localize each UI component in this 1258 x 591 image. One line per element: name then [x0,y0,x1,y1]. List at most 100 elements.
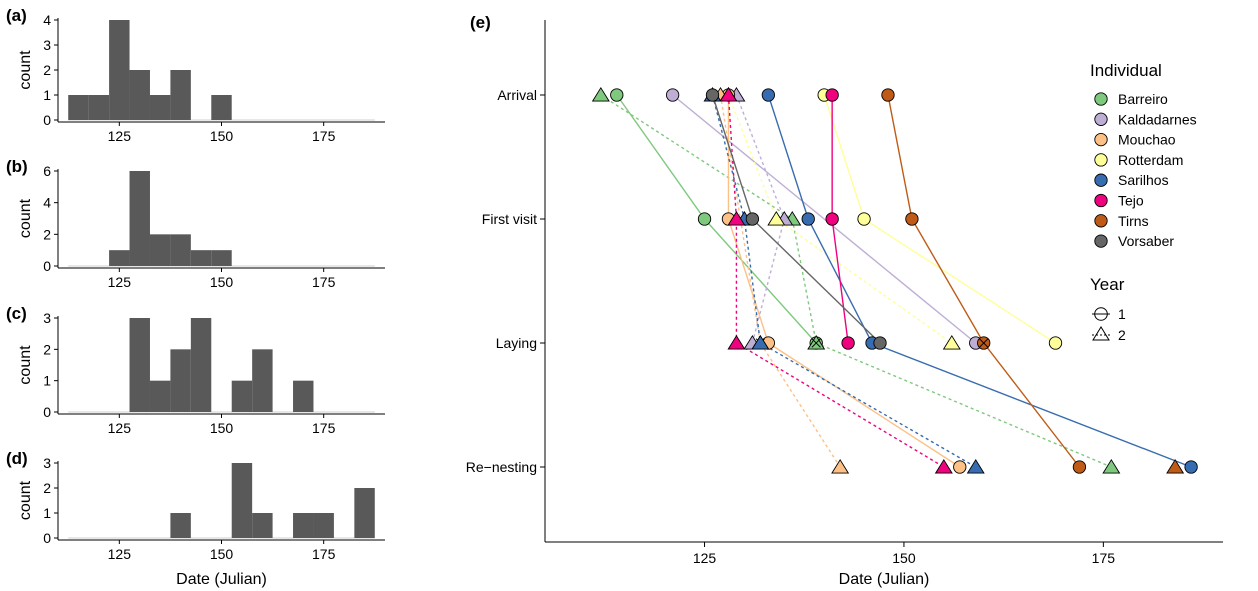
data-point [857,212,871,226]
data-point [841,336,855,350]
y-tick-label: 0 [43,404,51,420]
data-point [801,212,815,226]
x-tick-label: 175 [312,546,336,562]
y-tick-label: First visit [482,211,537,227]
data-point [1072,460,1087,474]
legend-label: Tejo [1118,193,1144,209]
histogram-bar [190,318,212,412]
data-point [697,212,712,226]
histogram-bar [231,380,253,412]
y-tick-label: Arrival [497,87,537,103]
x-tick-label: 150 [210,274,234,290]
histogram-bar [109,250,130,266]
legend-key [1094,132,1108,147]
data-point [705,88,720,102]
y-axis-title: count [17,50,34,90]
x-tick-label: 150 [210,420,234,436]
series-line [711,94,977,468]
legend-key [1094,153,1108,167]
data-point [825,212,839,226]
data-point [1048,336,1063,350]
y-tick-label: 1 [43,373,51,389]
histogram-bar [252,513,273,538]
data-point [825,88,839,102]
y-axis-title: count [17,480,34,520]
histogram-bar [313,513,334,538]
legend-label: Tirns [1118,213,1149,229]
y-tick-label: 3 [43,37,51,53]
legend-key [1094,234,1108,248]
histogram-panel: 0 1 2 3 125 150 175 count (d) Date (Julian) [6,449,385,588]
x-tick-label: 150 [892,550,916,566]
data-point [610,88,624,102]
panel-tag: (d) [6,449,28,468]
x-axis-title: Date (Julian) [176,571,267,588]
x-tick-label: 125 [108,420,132,436]
histogram-bar [170,349,191,412]
series-line [672,94,977,344]
data-point [727,334,746,350]
y-tick-label: Laying [496,335,537,351]
legend-key [1094,112,1108,126]
panel-tag: (e) [470,13,491,32]
legend-key [1092,326,1110,341]
y-tick-label: 2 [43,341,51,357]
data-point [591,86,610,102]
legend-title: Individual [1090,61,1162,80]
panel-tag: (c) [6,304,27,323]
histogram-bar [211,250,232,266]
y-tick-label: 1 [43,87,51,103]
data-point [881,88,895,102]
data-point [761,88,775,102]
x-tick-label: 150 [210,546,234,562]
x-tick-label: 125 [108,128,132,144]
x-tick-label: 150 [210,128,234,144]
x-tick-label: 175 [312,274,336,290]
histogram-bar [190,250,212,266]
histogram-panel: 0 1 2 3 125 150 175 count (c) [6,304,385,436]
y-tick-label: 6 [43,163,51,179]
data-point [953,460,967,474]
data-point [942,334,961,350]
data-point [727,210,746,226]
histogram-bar [88,95,110,120]
legend-label: Vorsaber [1118,233,1174,249]
y-tick-label: 0 [43,112,51,128]
series-line [600,94,1112,468]
histogram-bar [149,234,171,266]
y-axis-title: count [17,198,34,238]
histogram-bar [170,513,191,538]
y-tick-label: Re−nesting [466,459,537,475]
legend-key [1094,92,1108,106]
y-tick-label: 3 [43,455,51,471]
phenology-panel: (e) Arrival First visit Laying Re−nesting 125… [466,13,1223,588]
data-point [1166,458,1185,474]
legend-label: Rotterdam [1118,152,1183,168]
histogram-bar [129,70,150,120]
y-tick-label: 0 [43,530,51,546]
series-line [887,94,1080,468]
histogram-bar [354,488,375,538]
histogram-bar [109,20,130,120]
data-point [745,212,760,226]
y-tick-label: 1 [43,505,51,521]
y-tick-label: 2 [43,480,51,496]
y-tick-label: 2 [43,226,51,242]
histogram-bar [170,70,191,120]
data-point [934,458,953,474]
histogram-bar [231,463,253,538]
legend-key [1094,214,1108,228]
histogram-bar [170,234,191,266]
histogram-bar [149,380,171,412]
data-point [873,336,887,350]
y-tick-label: 2 [43,62,51,78]
data-point [1102,458,1121,474]
legend-label: Barreiro [1118,91,1168,107]
histogram-bar [252,349,273,412]
data-point [831,458,850,474]
legend: Individual Barreiro Kaldadarnes Mouchao Rott… [1090,61,1197,343]
x-tick-label: 175 [312,128,336,144]
x-axis-title: Date (Julian) [839,571,930,588]
failed-cross-mark [811,338,821,348]
